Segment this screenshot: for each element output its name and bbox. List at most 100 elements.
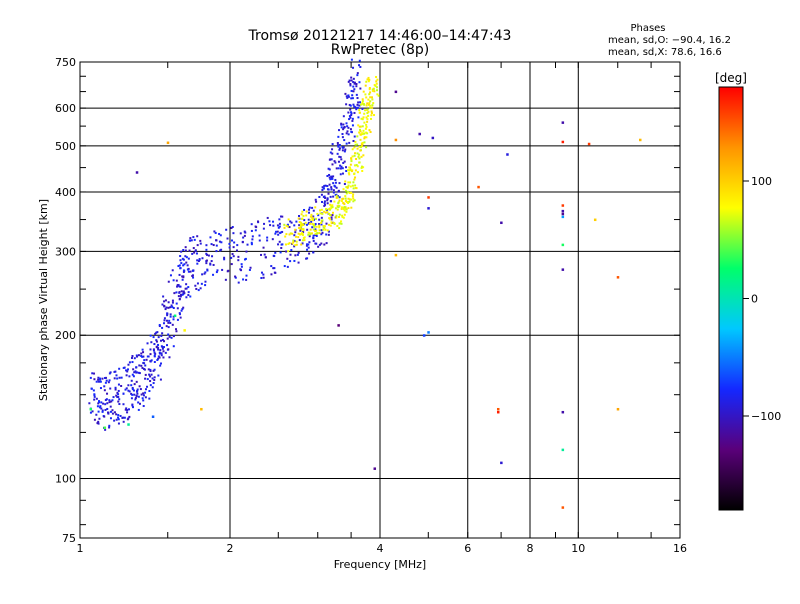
echo-dot: [351, 148, 354, 151]
scatter-point: [337, 324, 340, 327]
echo-dot: [272, 254, 275, 257]
echo-dot: [289, 260, 292, 263]
echo-dot: [345, 208, 348, 211]
echo-dot: [342, 201, 345, 204]
echo-dot: [352, 193, 355, 196]
echo-dot: [357, 116, 360, 119]
echo-dot: [330, 204, 333, 207]
echo-dot: [309, 233, 312, 236]
echo-dot: [97, 422, 100, 425]
echo-dot: [121, 416, 124, 419]
echo-dot: [92, 389, 95, 392]
scatter-point: [200, 407, 203, 411]
echo-dot: [144, 396, 147, 399]
echo-dot: [289, 253, 292, 256]
echo-dot: [305, 244, 308, 247]
echo-dot: [91, 410, 94, 413]
echo-dot: [337, 201, 340, 204]
echo-dot: [146, 342, 149, 345]
echo-dot: [369, 104, 372, 107]
echo-dot: [331, 214, 334, 217]
echo-dot: [306, 248, 309, 251]
echo-dot: [182, 306, 185, 309]
echo-dot: [368, 102, 371, 105]
echo-dot: [350, 157, 353, 160]
echo-dot: [350, 89, 353, 92]
echo-dot: [196, 259, 199, 262]
echo-dot: [136, 388, 139, 391]
echo-dot: [204, 271, 207, 274]
echo-dot: [334, 181, 337, 184]
echo-dot: [155, 340, 158, 343]
echo-dot: [344, 197, 347, 200]
echo-dot: [179, 259, 182, 262]
echo-dot: [347, 184, 350, 187]
echo-dot: [359, 101, 362, 104]
echo-dot: [357, 124, 360, 127]
y-tick-labels: 75 100 200 300 400 500 600 750: [55, 56, 76, 545]
echo-dot: [356, 135, 359, 138]
echo-dot: [337, 189, 340, 192]
echo-dot: [342, 206, 345, 209]
echo-dot: [123, 416, 126, 419]
echo-dot: [338, 148, 341, 151]
echo-dot: [277, 226, 280, 229]
echo-dot: [345, 103, 348, 106]
echo-dot: [168, 356, 171, 359]
echo-dot: [325, 233, 328, 236]
echo-dot: [196, 262, 199, 265]
echo-dot: [137, 401, 140, 404]
echo-dot: [146, 355, 149, 358]
echo-dot: [117, 416, 120, 419]
echo-dot: [308, 241, 311, 244]
echo-dot: [353, 199, 356, 202]
echo-dot: [125, 374, 128, 377]
echo-dot: [215, 244, 218, 247]
echo-dot: [364, 93, 367, 96]
echo-dot: [347, 207, 350, 210]
echo-dot: [175, 330, 178, 333]
echo-dot: [349, 82, 352, 85]
echo-dot: [196, 235, 199, 238]
echo-dot: [181, 257, 184, 260]
echo-dot: [361, 101, 364, 104]
echo-dot: [346, 187, 349, 190]
echo-dot: [359, 149, 362, 152]
echo-dot: [127, 363, 130, 366]
echo-dot: [295, 243, 298, 246]
echo-traces: [88, 58, 380, 431]
echo-dot: [359, 125, 362, 128]
echo-dot: [109, 387, 112, 390]
echo-dot: [196, 244, 199, 247]
echo-dot: [157, 374, 160, 377]
echo-dot: [146, 385, 149, 388]
echo-dot: [166, 344, 169, 347]
echo-dot: [359, 138, 362, 141]
echo-dot: [294, 231, 297, 234]
echo-dot: [182, 270, 185, 273]
echo-dot: [350, 58, 353, 61]
phases-heading: Phases: [630, 23, 665, 34]
echo-dot: [103, 385, 106, 388]
echo-dot: [160, 362, 163, 365]
echo-dot: [205, 248, 208, 251]
echo-dot: [117, 383, 120, 386]
echo-dot: [330, 188, 333, 191]
echo-dot: [340, 165, 343, 168]
echo-dot: [260, 271, 263, 274]
scatter-point: [127, 423, 130, 426]
echo-dot: [361, 98, 364, 101]
echo-dot: [111, 409, 114, 412]
scatter-point: [173, 314, 177, 318]
echo-dot: [288, 226, 291, 229]
y-tick-label: 400: [55, 186, 76, 199]
echo-dot: [101, 377, 104, 380]
echo-dot: [321, 231, 324, 234]
echo-dot: [356, 147, 359, 150]
echo-dot: [205, 259, 208, 262]
echo-dot: [115, 394, 118, 397]
colorbar-ticks: 100 0 −100: [743, 175, 781, 423]
echo-dot: [182, 264, 185, 267]
echo-dot: [328, 183, 331, 186]
echo-dot: [317, 245, 320, 248]
